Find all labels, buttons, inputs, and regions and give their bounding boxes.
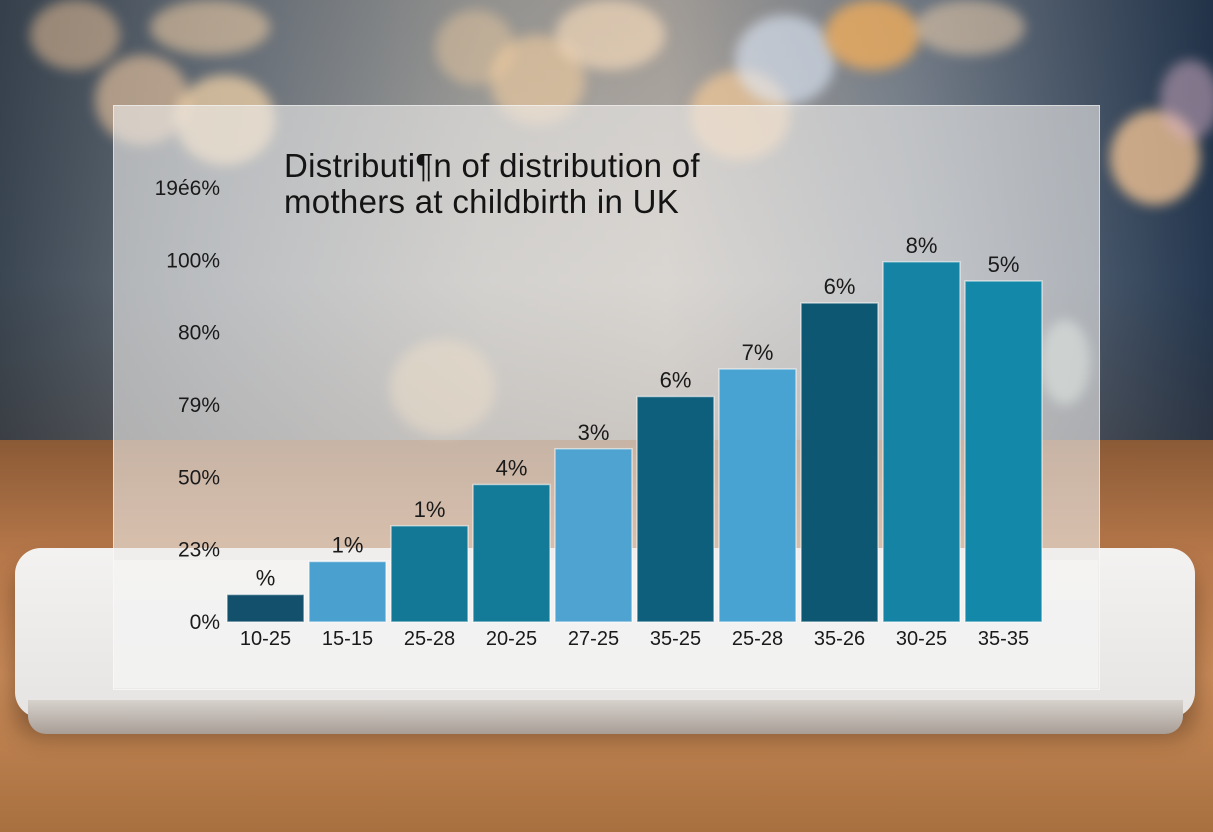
y-tick-label: 19é6% xyxy=(155,177,220,200)
y-tick-label: 23% xyxy=(178,539,220,562)
x-tick-label: 35-26 xyxy=(814,628,865,650)
bar xyxy=(718,368,797,623)
bar xyxy=(226,593,305,623)
x-tick-label: 15-15 xyxy=(322,628,373,650)
x-tick-label: 10-25 xyxy=(240,628,291,650)
x-tick-label: 35-25 xyxy=(650,628,701,650)
bar xyxy=(308,560,387,623)
chart-title: Distributi¶n of distribution of mothers … xyxy=(284,147,700,220)
bar-data-label: 6% xyxy=(660,368,692,393)
bokeh-light xyxy=(30,0,120,70)
x-tick-label: 25-28 xyxy=(404,628,455,650)
y-tick-label: 80% xyxy=(178,322,220,345)
bar-data-label: 1% xyxy=(414,497,446,522)
y-tick-label: 0% xyxy=(190,611,220,634)
x-tick-label: 27-25 xyxy=(568,628,619,650)
x-tick-label: 25-28 xyxy=(732,628,783,650)
bokeh-light xyxy=(915,0,1025,55)
bar-data-label: 7% xyxy=(742,340,774,365)
bokeh-light xyxy=(1160,60,1213,140)
bar xyxy=(800,302,879,623)
bokeh-light xyxy=(825,0,920,70)
y-tick-label: 79% xyxy=(178,394,220,417)
bar xyxy=(554,448,633,623)
x-tick-label: 35-35 xyxy=(978,628,1029,650)
bar-data-label: 3% xyxy=(578,420,610,445)
bar xyxy=(882,261,961,623)
bokeh-light xyxy=(555,0,665,70)
bar xyxy=(636,395,715,623)
bar-data-label: 1% xyxy=(332,533,364,558)
x-tick-label: 20-25 xyxy=(486,628,537,650)
bar-data-label: 8% xyxy=(906,233,938,258)
bar-data-label: 4% xyxy=(496,456,528,481)
y-tick-label: 100% xyxy=(166,249,220,272)
bar-data-label: 6% xyxy=(824,274,856,299)
bokeh-light xyxy=(735,15,835,105)
bokeh-light xyxy=(150,0,270,55)
bar xyxy=(390,525,469,623)
y-tick-label: 50% xyxy=(178,466,220,489)
bar xyxy=(964,280,1043,623)
bar xyxy=(472,483,551,623)
tablet-edge xyxy=(28,700,1183,734)
bar-data-label: % xyxy=(256,566,276,591)
bar-data-label: 5% xyxy=(988,252,1020,277)
x-tick-label: 30-25 xyxy=(896,628,947,650)
